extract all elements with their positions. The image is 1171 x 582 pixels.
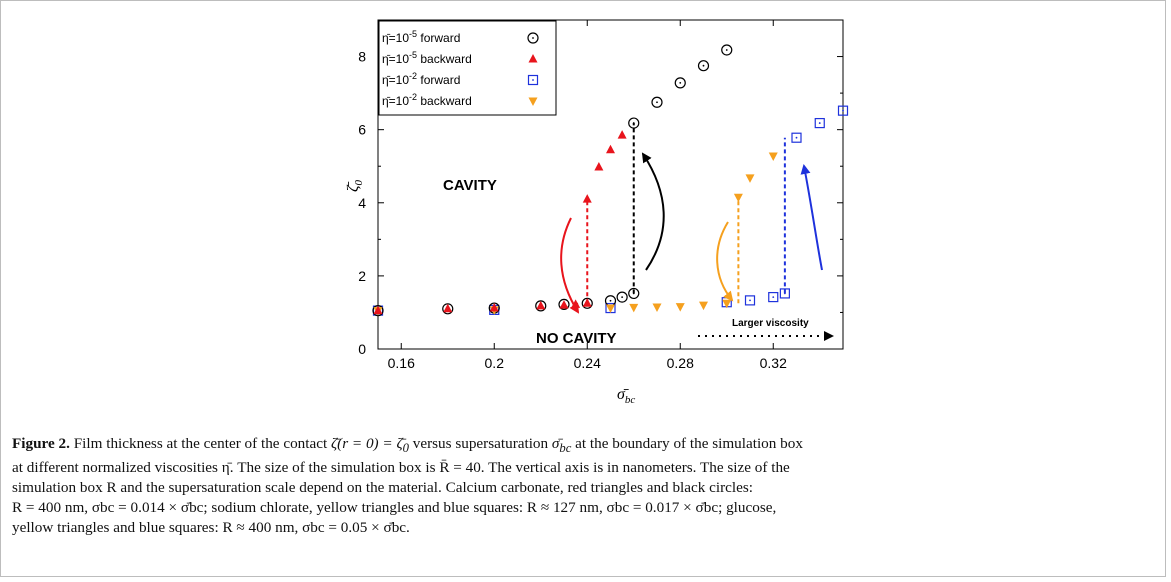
data-point-dot xyxy=(632,292,635,295)
data-point xyxy=(558,298,570,311)
data-point xyxy=(606,144,615,154)
data-point xyxy=(594,161,604,171)
data-point xyxy=(536,300,546,310)
y-tick-label: 4 xyxy=(358,195,366,211)
caption-label: Figure 2. xyxy=(12,435,70,452)
legend-marker xyxy=(528,54,538,63)
data-point xyxy=(779,288,790,299)
data-point-dot xyxy=(725,49,728,51)
orange-transition-arrow xyxy=(716,221,734,302)
data-point-dot xyxy=(772,296,775,298)
data-point xyxy=(652,303,662,312)
caption-line-1: Figure 2. Film thickness at the center o… xyxy=(12,434,1152,458)
x-axis-label: σ̄bc xyxy=(617,386,635,406)
legend-marker xyxy=(527,74,539,86)
caption-line-4: R = 400 nm, σbc = 0.014 × σ̄bc; sodium c… xyxy=(12,499,777,517)
legend: η̄=10-5 forward η̄=10-5 backward η̄=10-2 f… xyxy=(378,20,557,116)
legend-marker-dot xyxy=(532,79,534,81)
legend-entry-label: η̄=10-5 backward xyxy=(382,50,472,66)
x-tick-label: 0.24 xyxy=(574,355,601,371)
data-point xyxy=(721,44,733,56)
data-point-dot xyxy=(818,122,821,124)
legend-marker xyxy=(528,97,538,106)
legend-entry-label: η̄=10-2 backward xyxy=(382,92,472,108)
data-point xyxy=(814,117,825,129)
black-transition-arrow xyxy=(641,152,665,271)
plot-frame xyxy=(377,19,844,350)
caption-line-5: yellow triangles and blue squares: R ≈ 4… xyxy=(12,519,410,537)
legend-box xyxy=(378,20,557,116)
data-point xyxy=(651,96,663,108)
data-point xyxy=(733,193,743,203)
data-point-dot xyxy=(656,101,658,104)
data-point xyxy=(582,298,592,307)
data-point-dot xyxy=(632,122,635,124)
data-point xyxy=(616,291,628,303)
data-point xyxy=(582,194,592,203)
data-point xyxy=(373,305,383,315)
data-point xyxy=(443,303,453,313)
no-cavity-label: NO CAVITY xyxy=(536,330,617,347)
caption-line-2: at different normalized viscosities η̄. … xyxy=(12,459,790,477)
data-point xyxy=(629,303,639,313)
red-transition-arrow xyxy=(560,217,580,314)
data-point xyxy=(699,301,708,311)
x-tick-label: 0.28 xyxy=(667,355,694,371)
y-tick-label: 0 xyxy=(358,341,366,357)
legend-marker-dot xyxy=(532,37,534,39)
data-point-dot xyxy=(795,136,798,139)
caption-math-1: ζ̄(r = 0) = ζ̄0 xyxy=(331,435,409,456)
data-point-dot xyxy=(609,299,612,302)
x-tick-label: 0.16 xyxy=(388,355,415,371)
data-point xyxy=(697,60,710,72)
data-point-dot xyxy=(702,64,705,67)
y-axis-label: ζ̄0 xyxy=(345,180,365,192)
larger-viscosity-label: Larger viscosity xyxy=(732,318,809,329)
caption-text-1b: versus supersaturation xyxy=(408,435,552,452)
legend-entry-label: η̄=10-5 forward xyxy=(382,29,460,45)
data-point xyxy=(617,130,627,139)
blue-transition-arrow xyxy=(800,164,823,271)
x-tick-label: 0.32 xyxy=(760,355,787,371)
data-point-dot xyxy=(783,292,786,295)
data-point xyxy=(628,117,640,129)
y-tick-label: 2 xyxy=(358,268,366,284)
figure-caption: Figure 2. Film thickness at the center o… xyxy=(12,434,1152,538)
data-point xyxy=(744,295,756,306)
caption-line-3: simulation box R and the supersaturation… xyxy=(12,479,753,497)
data-points xyxy=(372,44,849,317)
data-point xyxy=(489,303,499,312)
data-point xyxy=(722,299,732,309)
data-point xyxy=(674,77,686,89)
data-point xyxy=(837,105,849,116)
caption-math-2: σ̄bc xyxy=(551,435,572,456)
y-tick-label: 6 xyxy=(358,122,366,138)
data-point xyxy=(745,174,755,183)
data-point-dot xyxy=(749,299,751,302)
data-point xyxy=(606,304,615,314)
data-point xyxy=(675,303,685,312)
cavity-label: CAVITY xyxy=(443,177,497,194)
data-point-dot xyxy=(621,296,624,298)
data-point xyxy=(768,152,778,161)
data-point xyxy=(559,300,569,309)
data-point xyxy=(628,287,640,300)
caption-text-1a: Film thickness at the center of the cont… xyxy=(69,435,331,452)
y-tick-label: 8 xyxy=(358,49,366,65)
data-point xyxy=(791,132,802,143)
x-tick-label: 0.2 xyxy=(485,355,505,371)
legend-marker xyxy=(527,32,539,44)
caption-text-1c: at the boundary of the simulation box xyxy=(571,435,803,452)
axes: 0.16 0.2 0.24 0.28 0.32 0 2 4 6 8 xyxy=(358,19,844,371)
data-point xyxy=(768,291,779,303)
data-point-dot xyxy=(679,81,682,84)
chart: 0.16 0.2 0.24 0.28 0.32 0 2 4 6 8 CAVITY NO CAVIT… xyxy=(345,19,849,406)
dashed-transition-lines xyxy=(586,123,786,304)
data-point-dot xyxy=(842,109,844,112)
legend-entry-label: η̄=10-2 forward xyxy=(382,71,460,87)
